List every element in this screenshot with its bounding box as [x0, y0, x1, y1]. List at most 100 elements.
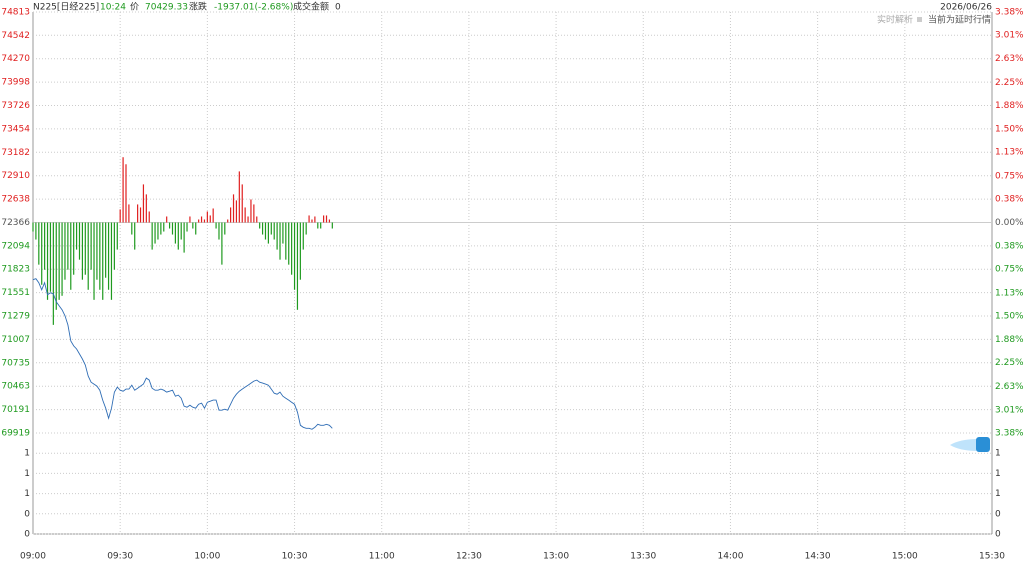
bar: [93, 222, 95, 300]
bar: [247, 216, 249, 223]
y-tick-label: 72094: [1, 241, 30, 251]
bar: [131, 222, 133, 235]
bar: [99, 222, 101, 290]
x-tick-label: 15:30: [979, 552, 1005, 562]
symbol: N225[日经225]: [33, 1, 99, 13]
y-tick-label: 73998: [1, 78, 30, 88]
bar: [224, 222, 226, 235]
y2-tick-label: 1.13%: [995, 148, 1024, 158]
bar: [116, 222, 118, 250]
bar: [259, 222, 261, 229]
volume-tick-label: 1: [995, 489, 1001, 499]
bar: [296, 222, 299, 310]
header: N225[日经225] 10:24 价 70429.33 涨跌 -1937.01…: [33, 1, 992, 26]
bar: [84, 222, 86, 275]
bar: [230, 207, 232, 223]
x-tick-label: 13:30: [630, 552, 656, 562]
bar: [282, 222, 284, 244]
bar: [232, 194, 235, 223]
y2-tick-label: 3.01%: [995, 31, 1024, 41]
price-line: [32, 278, 333, 430]
y2-tick-label: 2.25%: [995, 358, 1024, 368]
volume-tick-label: 0: [24, 530, 30, 540]
price-label: 价: [130, 2, 139, 13]
bar: [166, 216, 168, 223]
bar: [264, 222, 267, 240]
bar: [209, 215, 211, 223]
y-tick-label: 72638: [1, 195, 30, 205]
bar: [302, 222, 304, 250]
bar: [137, 204, 139, 223]
x-tick-label: 10:00: [194, 552, 220, 562]
volume-tick-label: 0: [24, 509, 30, 519]
volume-tick-label: 1: [995, 469, 1001, 479]
y-tick-label: 70463: [1, 382, 30, 392]
bar: [221, 222, 223, 265]
bar: [270, 222, 272, 235]
y-tick-label: 71007: [1, 335, 30, 345]
y-tick-label: 72366: [1, 218, 30, 228]
bar: [200, 216, 203, 223]
bar: [160, 222, 162, 235]
volume-tick-label: 1: [24, 449, 30, 459]
bar: [177, 222, 179, 250]
analysis-link[interactable]: 实时解析: [877, 14, 913, 26]
bar: [46, 222, 49, 300]
bar: [87, 222, 89, 290]
bar: [276, 222, 278, 250]
bar: [267, 222, 269, 244]
bar: [61, 222, 63, 296]
scroll-button[interactable]: [950, 437, 990, 452]
y2-tick-label: 2.63%: [995, 54, 1024, 64]
bar: [305, 222, 307, 235]
y-tick-label: 71279: [1, 312, 30, 322]
x-tick-label: 12:30: [456, 552, 482, 562]
volume-tick-label: 1: [995, 449, 1001, 459]
bar: [256, 216, 258, 223]
bar: [49, 222, 52, 292]
bar: [174, 222, 176, 244]
y2-tick-label: 1.50%: [995, 311, 1024, 321]
y-tick-label: 70735: [1, 358, 30, 368]
bar: [215, 222, 217, 229]
y2-tick-label: 0.75%: [995, 171, 1024, 181]
x-tick-label: 14:00: [717, 552, 743, 562]
x-tick-label: 10:30: [282, 552, 308, 562]
bar: [227, 219, 229, 223]
bar: [78, 222, 81, 260]
y-tick-label: 73726: [1, 101, 30, 111]
time: 10:24: [100, 3, 126, 13]
bar: [198, 219, 200, 223]
bar: [154, 222, 156, 244]
bar: [81, 222, 84, 280]
bar: [261, 222, 264, 235]
y2-tick-label: 0.75%: [995, 265, 1024, 275]
y2-tick-label: 2.63%: [995, 382, 1024, 392]
bar: [195, 222, 197, 235]
y-tick-label: 74813: [1, 8, 30, 18]
bar: [273, 222, 275, 240]
date: 2026/06/26: [940, 3, 992, 13]
bar: [125, 164, 127, 223]
bar: [299, 222, 301, 280]
change-label: 涨跌: [189, 2, 207, 13]
bar: [70, 222, 72, 290]
y2-tick-label: 3.01%: [995, 405, 1024, 415]
bar: [52, 222, 54, 325]
bar: [32, 222, 34, 232]
x-tick-label: 09:30: [107, 552, 133, 562]
bar: [75, 222, 78, 250]
bar: [212, 208, 214, 223]
price: 70429.33: [145, 3, 188, 13]
volume-tick-label: 1: [24, 489, 30, 499]
bar: [157, 222, 159, 240]
y-tick-label: 70191: [1, 405, 30, 415]
change: -1937.01(-2.68%): [214, 3, 293, 13]
bar: [96, 222, 98, 280]
bar: [163, 222, 165, 232]
bar: [291, 222, 293, 275]
bar: [308, 215, 310, 223]
y-tick-label: 74270: [1, 54, 30, 64]
